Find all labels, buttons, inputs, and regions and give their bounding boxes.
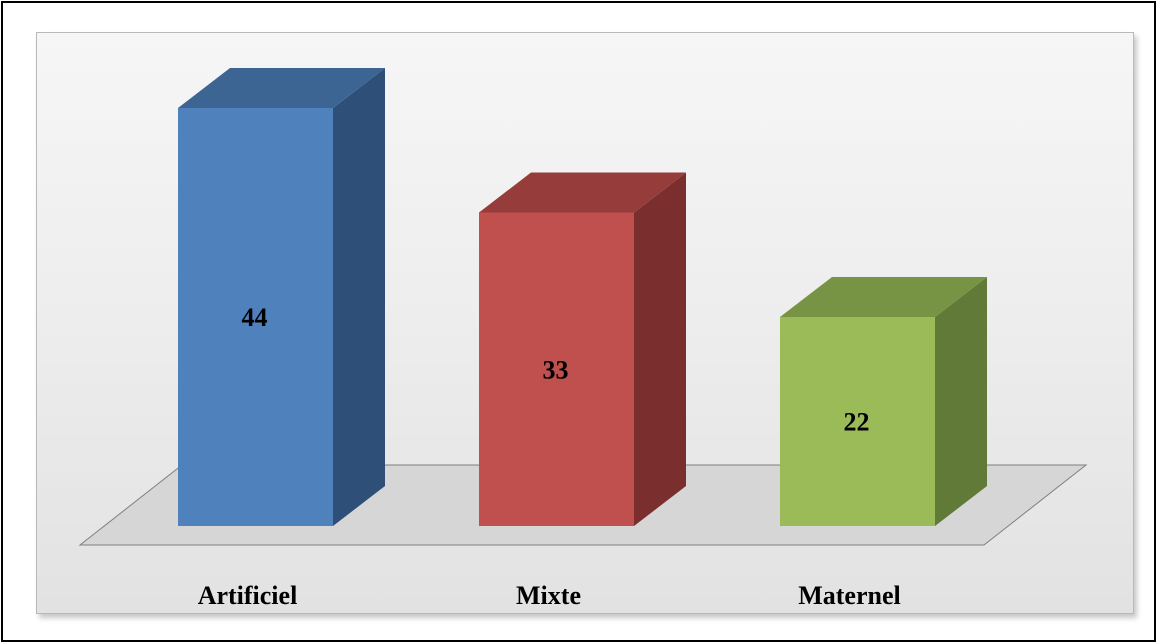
category-label-mixte: Mixte [516,581,581,610]
bar-top-artificiel [178,68,385,108]
bar-top-mixte [479,172,686,213]
bar-top-maternel [780,277,987,317]
bar-mixte [479,172,686,526]
category-label-artificiel: Artificiel [198,581,298,610]
data-label-mixte: 33 [543,355,569,384]
bar-front-artificiel [178,108,333,526]
data-label-maternel: 22 [844,408,870,437]
category-label-maternel: Maternel [798,581,901,610]
bar-side-mixte [634,172,686,526]
bar-side-artificiel [333,68,385,526]
data-label-artificiel: 44 [242,303,268,332]
bar-artificiel [178,68,385,526]
bar-maternel [780,277,987,526]
bar-front-mixte [479,212,634,526]
bar-side-maternel [935,277,987,526]
bar-front-maternel [780,317,935,526]
